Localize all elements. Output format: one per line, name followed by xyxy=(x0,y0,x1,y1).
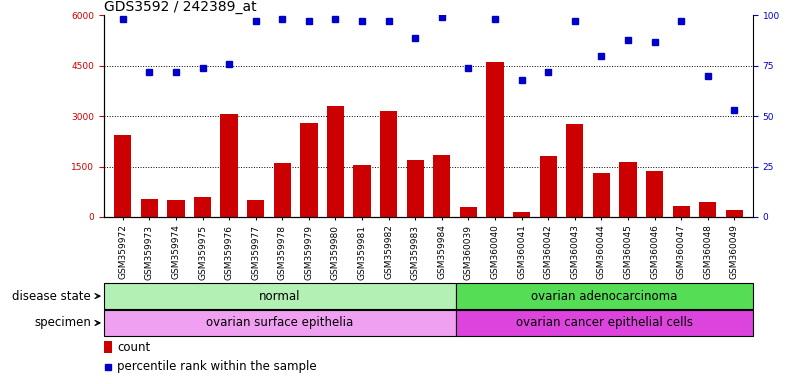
Text: ovarian cancer epithelial cells: ovarian cancer epithelial cells xyxy=(516,316,693,329)
Bar xyxy=(220,114,238,217)
Bar xyxy=(486,63,504,217)
Bar xyxy=(673,205,690,217)
Bar xyxy=(141,199,158,217)
Bar xyxy=(104,310,456,336)
Text: ovarian surface epithelia: ovarian surface epithelia xyxy=(206,316,353,329)
Bar xyxy=(104,283,456,309)
Bar xyxy=(456,283,753,309)
Bar xyxy=(300,123,317,217)
Text: normal: normal xyxy=(259,290,300,303)
Bar xyxy=(433,156,450,217)
Bar xyxy=(104,341,112,353)
Bar xyxy=(274,163,291,217)
Bar xyxy=(353,165,371,217)
Bar xyxy=(540,156,557,217)
Text: GDS3592 / 242389_at: GDS3592 / 242389_at xyxy=(104,0,257,14)
Bar xyxy=(167,200,184,217)
Bar xyxy=(699,202,716,217)
Bar xyxy=(114,135,131,217)
Bar xyxy=(460,207,477,217)
Bar xyxy=(513,212,530,217)
Bar xyxy=(619,162,637,217)
Bar xyxy=(456,310,753,336)
Bar xyxy=(407,160,424,217)
Bar xyxy=(593,173,610,217)
Text: percentile rank within the sample: percentile rank within the sample xyxy=(117,360,316,373)
Text: specimen: specimen xyxy=(34,316,100,329)
Bar xyxy=(247,200,264,217)
Bar xyxy=(566,124,583,217)
Bar xyxy=(726,210,743,217)
Bar xyxy=(646,170,663,217)
Bar xyxy=(327,106,344,217)
Text: ovarian adenocarcinoma: ovarian adenocarcinoma xyxy=(531,290,678,303)
Bar xyxy=(380,111,397,217)
Text: count: count xyxy=(117,341,151,354)
Bar xyxy=(194,197,211,217)
Text: disease state: disease state xyxy=(12,290,100,303)
